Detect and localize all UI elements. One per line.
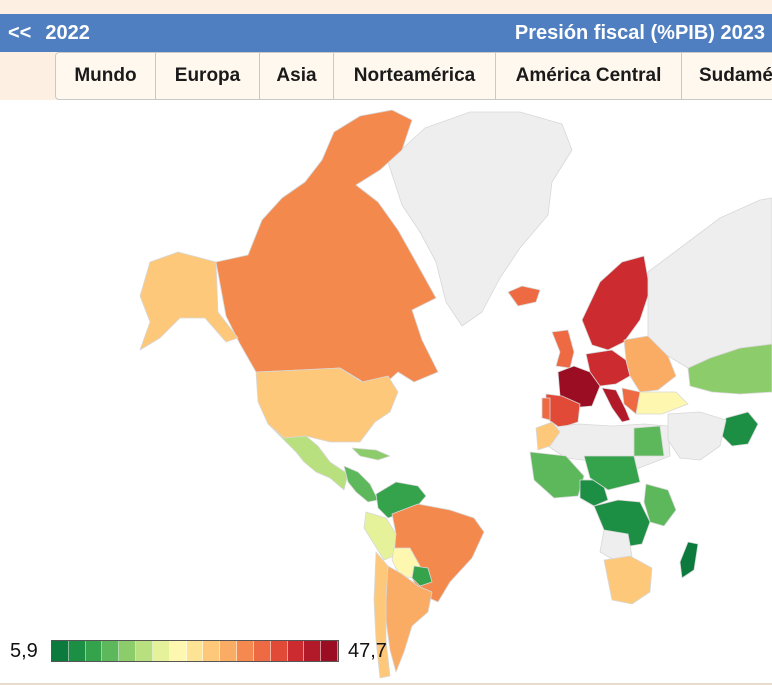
region-central-america[interactable] xyxy=(343,465,379,503)
region-southern-africa[interactable] xyxy=(603,555,653,605)
tab-europa[interactable]: Europa xyxy=(156,53,260,99)
legend-step-10 xyxy=(220,641,238,661)
previous-year-link[interactable]: << 2022 xyxy=(8,22,90,45)
legend-step-16 xyxy=(321,641,338,661)
header-bar: << 2022 Presión fiscal (%PIB) 2023 xyxy=(0,14,772,52)
region-west-africa[interactable] xyxy=(529,451,585,499)
legend-step-9 xyxy=(203,641,221,661)
region-turkey[interactable] xyxy=(635,391,689,415)
region-caribbean[interactable] xyxy=(351,447,391,461)
legend-step-4 xyxy=(119,641,137,661)
region-portugal[interactable] xyxy=(541,397,551,421)
region-alaska[interactable] xyxy=(139,251,239,351)
legend-step-8 xyxy=(186,641,204,661)
tab-norteamerica[interactable]: Norteamérica xyxy=(334,53,496,99)
legend-step-7 xyxy=(169,641,187,661)
legend-step-2 xyxy=(85,641,103,661)
legend-step-3 xyxy=(102,641,120,661)
world-map xyxy=(0,100,772,684)
region-chile[interactable] xyxy=(373,551,391,679)
region-peru-ecuador[interactable] xyxy=(363,511,397,561)
region-paraguay[interactable] xyxy=(411,565,433,587)
region-central-europe[interactable] xyxy=(585,349,631,387)
tab-mundo[interactable]: Mundo xyxy=(56,53,156,99)
top-strip xyxy=(0,0,772,14)
legend-step-5 xyxy=(136,641,153,661)
region-scandinavia[interactable] xyxy=(581,255,651,351)
previous-year[interactable]: 2022 xyxy=(45,21,90,44)
region-tabs: Mundo Europa Asia Norteamérica América C… xyxy=(55,52,772,100)
legend-step-13 xyxy=(270,641,288,661)
region-madagascar[interactable] xyxy=(679,541,699,579)
region-greenland[interactable] xyxy=(387,111,573,327)
region-east-africa[interactable] xyxy=(643,483,677,527)
region-tabs-area: Mundo Europa Asia Norteamérica América C… xyxy=(0,52,772,100)
legend-step-1 xyxy=(68,641,86,661)
previous-arrow[interactable]: << xyxy=(8,21,32,44)
tab-asia[interactable]: Asia xyxy=(260,53,334,99)
legend-step-11 xyxy=(237,641,254,661)
region-iceland[interactable] xyxy=(507,285,541,307)
bottom-divider xyxy=(0,683,772,685)
region-mexico[interactable] xyxy=(267,423,349,491)
region-egypt[interactable] xyxy=(633,425,665,457)
color-scale-legend xyxy=(51,640,339,662)
region-niger-chad[interactable] xyxy=(583,455,641,491)
region-middle-east[interactable] xyxy=(667,411,727,461)
tab-sudamerica[interactable]: Sudamé xyxy=(682,53,772,99)
legend-min-value: 5,9 xyxy=(10,640,38,662)
page-title: Presión fiscal (%PIB) 2023 xyxy=(514,21,765,44)
tab-america-central[interactable]: América Central xyxy=(496,53,682,99)
region-russia[interactable] xyxy=(647,197,772,369)
region-italy[interactable] xyxy=(601,387,631,423)
legend-step-14 xyxy=(287,641,305,661)
region-morocco[interactable] xyxy=(535,421,561,451)
legend-step-0 xyxy=(52,641,69,661)
legend-step-15 xyxy=(304,641,322,661)
legend-step-12 xyxy=(253,641,271,661)
legend-step-6 xyxy=(152,641,170,661)
legend-max-value: 47,7 xyxy=(348,640,387,662)
